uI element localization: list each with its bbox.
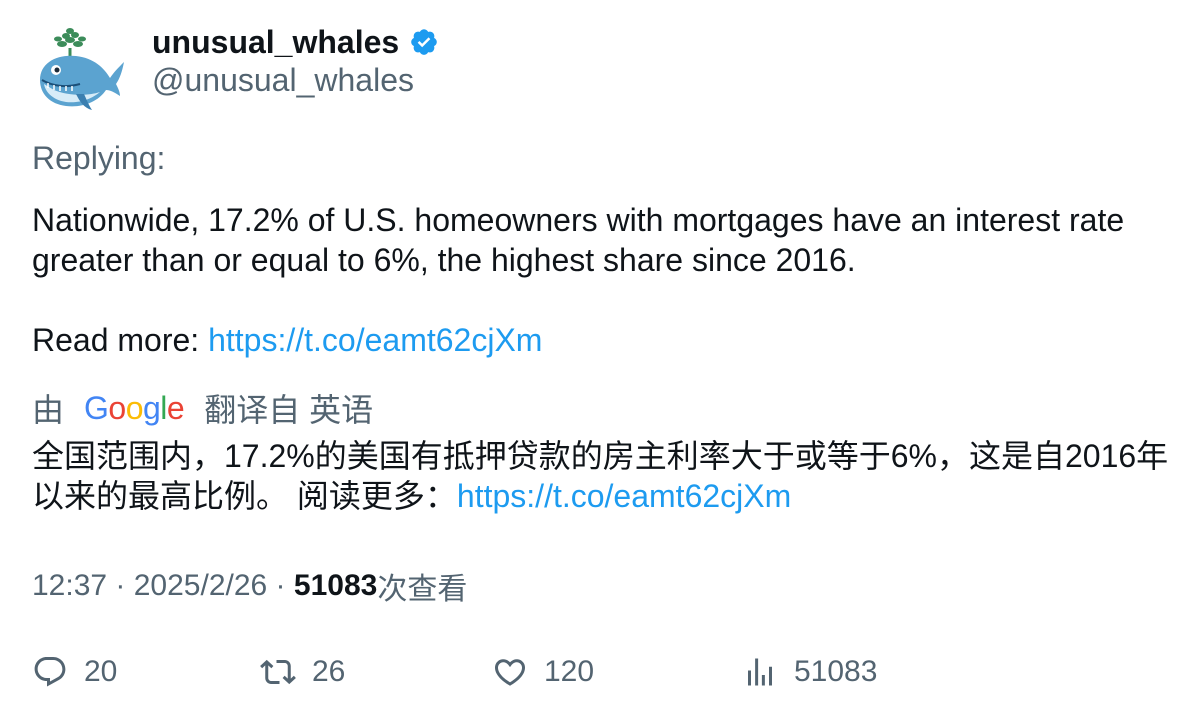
verified-badge-icon[interactable] bbox=[409, 27, 439, 57]
translated-text: 全国范围内，17.2%的美国有抵押贷款的房主利率大于或等于6%，这是自2016年… bbox=[32, 436, 1172, 516]
translation-attribution: 由 Google 翻译自 英语 bbox=[32, 386, 373, 430]
meta-separator: · bbox=[267, 569, 294, 602]
replying-label: Replying: bbox=[32, 140, 166, 176]
translated-link[interactable]: https://t.co/eamt62cjXm bbox=[456, 478, 792, 514]
tweet-text: Nationwide, 17.2% of U.S. homeowners wit… bbox=[32, 200, 1162, 360]
meta-separator: · bbox=[107, 569, 134, 602]
tweet-meta: 12:37 · 2025/2/26 · 51083 次查看 bbox=[32, 564, 467, 608]
retweet-button[interactable]: 26 bbox=[260, 646, 345, 698]
reply-icon bbox=[34, 657, 66, 687]
author-handle[interactable]: @unusual_whales bbox=[152, 62, 414, 98]
google-logo: Google bbox=[84, 389, 185, 426]
reply-button[interactable]: 20 bbox=[32, 646, 117, 698]
tweet-link[interactable]: https://t.co/eamt62cjXm bbox=[208, 322, 543, 358]
author-name-row: unusual_whales bbox=[152, 22, 439, 62]
avatar[interactable] bbox=[32, 22, 128, 118]
tweet-time[interactable]: 12:37 bbox=[32, 569, 108, 602]
translated-body: 全国范围内，17.2%的美国有抵押贷款的房主利率大于或等于6%，这是自2016年… bbox=[32, 438, 1169, 514]
heart-icon bbox=[494, 659, 526, 686]
whale-avatar-icon bbox=[40, 28, 124, 110]
author-display-name[interactable]: unusual_whales bbox=[152, 23, 400, 60]
analytics-icon bbox=[748, 658, 772, 686]
translation-from-label: 翻译自 英语 bbox=[204, 392, 374, 428]
views-count: 51083 bbox=[293, 569, 378, 602]
tweet-read-more: Read more: https://t.co/eamt62cjXm bbox=[32, 320, 1162, 360]
like-count: 120 bbox=[544, 655, 595, 688]
retweet-icon bbox=[260, 659, 296, 685]
translation-by-label: 由 bbox=[32, 392, 65, 428]
retweet-count: 26 bbox=[312, 655, 346, 688]
tweet-body: Nationwide, 17.2% of U.S. homeowners wit… bbox=[32, 202, 1125, 278]
read-more-label: Read more: bbox=[32, 322, 209, 358]
action-bar: 20 26 120 51083 bbox=[32, 646, 1172, 698]
reply-count: 20 bbox=[84, 655, 118, 688]
tweet-date[interactable]: 2025/2/26 bbox=[133, 569, 268, 602]
views-label: 次查看 bbox=[377, 573, 468, 606]
like-button[interactable]: 120 bbox=[492, 646, 594, 698]
views-button[interactable]: 51083 bbox=[742, 646, 877, 698]
views-action-count: 51083 bbox=[794, 655, 878, 688]
